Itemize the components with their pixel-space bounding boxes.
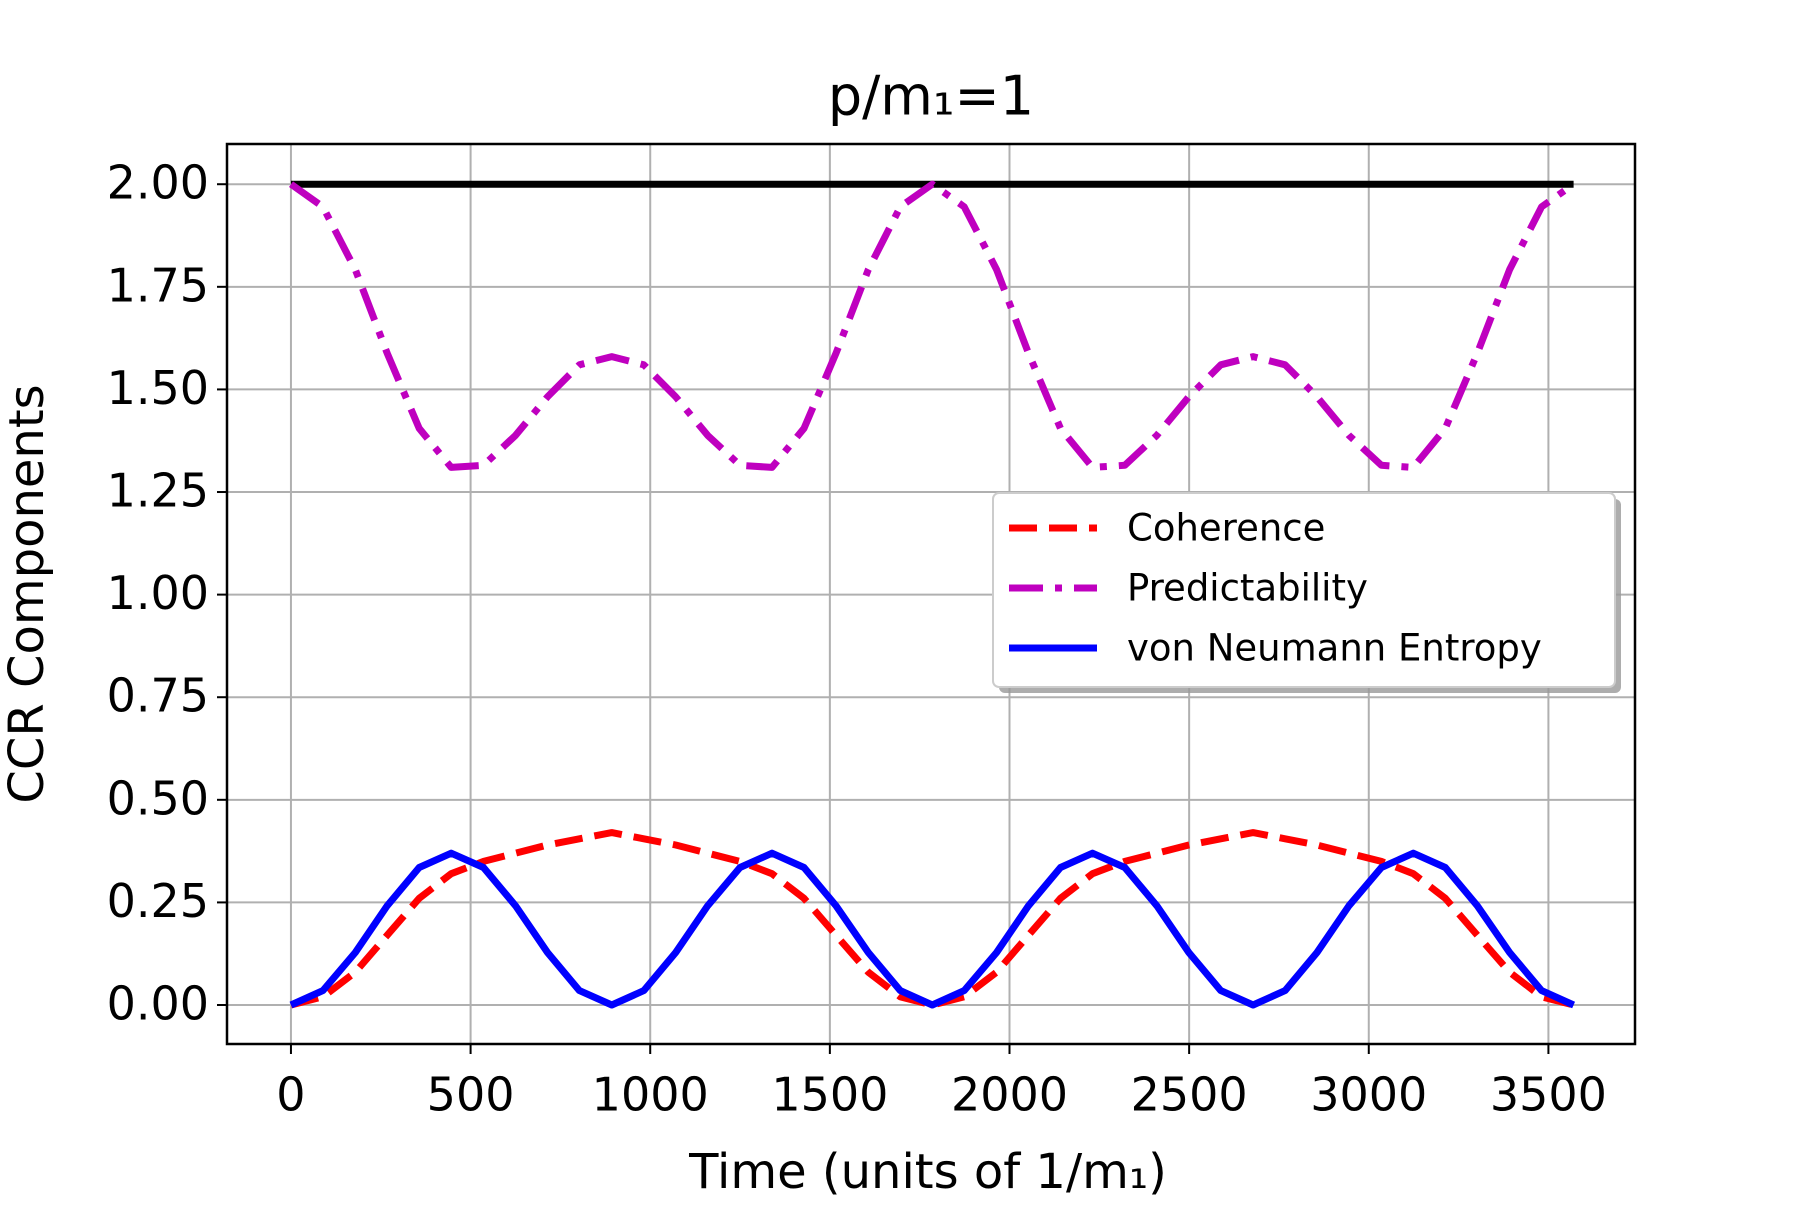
x-tick-label: 0 [276, 1068, 305, 1122]
x-axis-label: Time (units of 1/m₁) [688, 1144, 1167, 1200]
y-tick-label: 1.00 [107, 566, 209, 620]
legend: Coherence Predictability von Neumann Entro… [992, 492, 1621, 693]
series-line [288, 180, 1576, 471]
y-tick-label: 0.25 [107, 874, 209, 928]
y-tick-label: 0.75 [107, 669, 209, 723]
y-tick-label: 1.50 [107, 361, 209, 415]
series-line [290, 829, 1575, 1009]
legend-box [992, 492, 1616, 688]
legend-label: Coherence [1127, 507, 1325, 550]
x-tick-label: 2000 [951, 1068, 1068, 1122]
x-tick-label: 2500 [1131, 1068, 1248, 1122]
plot-frame [225, 142, 1637, 1046]
chart-title: p/m₁=1 [828, 65, 1034, 128]
legend-label: von Neumann Entropy [1127, 627, 1542, 670]
y-tick-label: 1.75 [107, 258, 209, 312]
series-line [289, 849, 1576, 1009]
y-tick-label: 0.50 [107, 771, 209, 825]
y-tick-label: 1.25 [107, 464, 209, 518]
y-tick-label: 0.00 [107, 977, 209, 1031]
legend-label: Predictability [1127, 567, 1368, 610]
x-tick-label: 3000 [1310, 1068, 1427, 1122]
x-tick-label: 1000 [592, 1068, 709, 1122]
x-tick-label: 1500 [771, 1068, 888, 1122]
y-tick-label: 2.00 [107, 156, 209, 210]
x-tick-label: 500 [427, 1068, 515, 1122]
y-axis-label: CCR Components [0, 384, 55, 803]
x-tick-label: 3500 [1490, 1068, 1607, 1122]
